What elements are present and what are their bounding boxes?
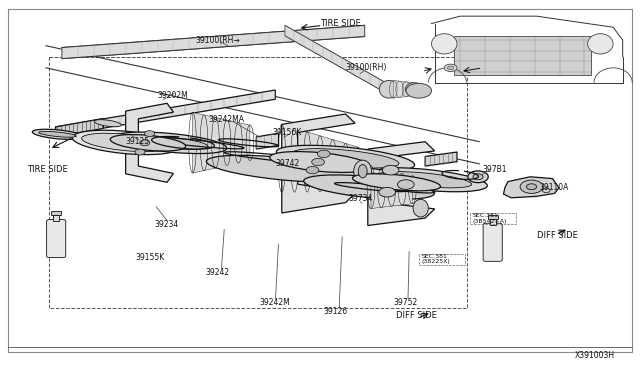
Ellipse shape	[431, 34, 457, 54]
Circle shape	[382, 166, 399, 175]
Text: 39155K: 39155K	[135, 253, 164, 263]
Circle shape	[444, 64, 457, 71]
Polygon shape	[371, 166, 412, 209]
Ellipse shape	[362, 168, 487, 192]
Ellipse shape	[276, 145, 415, 171]
Text: 39125: 39125	[125, 137, 150, 146]
Ellipse shape	[110, 135, 186, 151]
Bar	[454, 36, 591, 75]
Ellipse shape	[473, 174, 483, 180]
Circle shape	[312, 158, 324, 166]
Text: 39156K: 39156K	[272, 128, 301, 137]
Ellipse shape	[354, 160, 372, 182]
Circle shape	[379, 187, 396, 197]
Text: 39242MA: 39242MA	[209, 115, 244, 124]
Ellipse shape	[94, 120, 122, 127]
Text: 397B1: 397B1	[483, 165, 507, 174]
FancyBboxPatch shape	[483, 223, 502, 261]
Ellipse shape	[413, 199, 428, 217]
Ellipse shape	[292, 149, 399, 168]
Circle shape	[317, 150, 330, 158]
Text: 39742: 39742	[275, 159, 300, 169]
Ellipse shape	[406, 83, 431, 98]
Ellipse shape	[304, 175, 435, 199]
Text: 39734: 39734	[349, 195, 373, 203]
Ellipse shape	[114, 132, 227, 154]
Text: (38225X): (38225X)	[422, 259, 451, 264]
Text: X391003H: X391003H	[575, 350, 615, 360]
Ellipse shape	[353, 174, 440, 191]
Text: 39202M: 39202M	[157, 91, 188, 100]
Ellipse shape	[380, 80, 398, 98]
Circle shape	[397, 180, 414, 189]
Circle shape	[527, 184, 537, 190]
Polygon shape	[368, 142, 435, 225]
Text: DIFF SIDE: DIFF SIDE	[396, 311, 437, 320]
Ellipse shape	[72, 130, 179, 155]
Ellipse shape	[269, 151, 371, 173]
Text: SEC.381: SEC.381	[422, 254, 448, 259]
Text: 39100(RH→: 39100(RH→	[196, 36, 241, 45]
Polygon shape	[125, 103, 173, 182]
Circle shape	[145, 131, 155, 137]
Ellipse shape	[82, 133, 170, 152]
Circle shape	[447, 66, 454, 70]
Text: TIRE SIDE: TIRE SIDE	[320, 19, 361, 28]
FancyBboxPatch shape	[47, 219, 66, 258]
Ellipse shape	[468, 171, 488, 183]
Circle shape	[135, 149, 145, 155]
Polygon shape	[62, 25, 365, 59]
Text: TIRE SIDE: TIRE SIDE	[27, 165, 68, 174]
Ellipse shape	[405, 83, 423, 96]
Text: 39234: 39234	[154, 220, 179, 229]
Polygon shape	[285, 25, 389, 94]
Circle shape	[306, 166, 319, 174]
Text: 39752: 39752	[394, 298, 417, 307]
Polygon shape	[282, 114, 355, 213]
Bar	[488, 215, 498, 219]
Text: 39110A: 39110A	[540, 183, 569, 192]
Text: (3B542+A): (3B542+A)	[473, 219, 508, 224]
Bar	[53, 215, 60, 221]
Polygon shape	[394, 80, 412, 98]
Polygon shape	[282, 124, 358, 192]
Polygon shape	[425, 152, 457, 166]
Ellipse shape	[38, 131, 76, 137]
Text: 39242M: 39242M	[259, 298, 290, 307]
Text: SEC.381: SEC.381	[473, 213, 499, 218]
Ellipse shape	[132, 136, 208, 150]
Ellipse shape	[378, 171, 472, 188]
Circle shape	[542, 188, 550, 193]
Circle shape	[140, 140, 150, 146]
Ellipse shape	[358, 164, 367, 178]
Ellipse shape	[588, 34, 613, 54]
Polygon shape	[56, 118, 103, 137]
Text: DIFF SIDE: DIFF SIDE	[537, 231, 577, 240]
Polygon shape	[504, 177, 559, 198]
Polygon shape	[193, 112, 250, 173]
Bar	[490, 219, 496, 225]
Polygon shape	[56, 90, 275, 136]
Circle shape	[520, 180, 543, 193]
Ellipse shape	[206, 155, 357, 182]
Bar	[51, 211, 61, 215]
Text: 39100(RH): 39100(RH)	[346, 63, 387, 72]
Text: 39126: 39126	[323, 307, 348, 316]
Text: 39242: 39242	[205, 268, 229, 277]
Ellipse shape	[33, 129, 83, 140]
Polygon shape	[256, 133, 278, 149]
